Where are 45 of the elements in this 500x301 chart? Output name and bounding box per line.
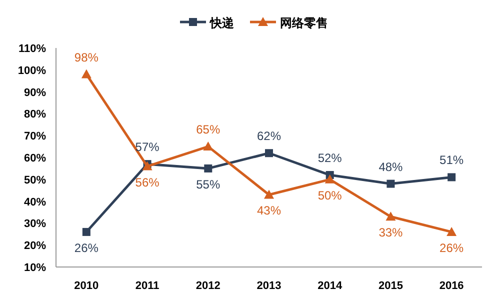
legend-label: 快递 xyxy=(209,16,235,30)
y-tick-label: 90% xyxy=(24,86,46,99)
y-tick-label: 70% xyxy=(24,130,46,143)
point xyxy=(386,212,396,221)
y-tick-label: 100% xyxy=(18,64,46,77)
data-label: 56% xyxy=(135,175,160,190)
y-tick-label: 50% xyxy=(24,174,46,186)
point xyxy=(82,228,90,236)
point xyxy=(448,173,456,182)
point xyxy=(203,142,214,151)
data-label: 43% xyxy=(256,204,282,218)
data-label: 65% xyxy=(196,122,220,137)
y-tick-label: 60% xyxy=(24,152,46,164)
point xyxy=(386,180,395,188)
point xyxy=(265,149,273,158)
x-tick-label: 2012 xyxy=(196,280,220,292)
y-tick-label: 10% xyxy=(24,262,46,274)
data-label: 62% xyxy=(256,129,282,144)
data-label: 57% xyxy=(135,140,160,154)
y-tick-label: 30% xyxy=(24,218,46,230)
x-tick-label: 2014 xyxy=(318,280,343,292)
x-tick-label: 2016 xyxy=(439,280,464,292)
x-tick-label: 2013 xyxy=(256,280,282,292)
y-tick-label: 40% xyxy=(24,196,46,208)
y-tick-label: 80% xyxy=(24,108,46,121)
x-tick-label: 2011 xyxy=(135,280,160,292)
x-tick-label: 2010 xyxy=(74,280,99,292)
data-label: 50% xyxy=(318,188,342,202)
data-label: 48% xyxy=(378,160,404,174)
legend-label: 网络零售 xyxy=(280,16,328,30)
data-label: 98% xyxy=(74,50,99,64)
point xyxy=(324,174,335,184)
point xyxy=(264,190,274,199)
point xyxy=(204,164,212,172)
point xyxy=(81,69,92,78)
y-tick-label: 110% xyxy=(18,43,46,55)
y-tick-label: 20% xyxy=(24,240,46,252)
x-tick-label: 2015 xyxy=(378,280,403,292)
data-label: 51% xyxy=(440,153,464,168)
data-label: 26% xyxy=(74,240,99,255)
data-label: 55% xyxy=(196,177,220,192)
data-label: 33% xyxy=(378,226,404,240)
point xyxy=(446,226,457,236)
data-label: 52% xyxy=(318,151,342,166)
data-label: 26% xyxy=(440,240,464,255)
